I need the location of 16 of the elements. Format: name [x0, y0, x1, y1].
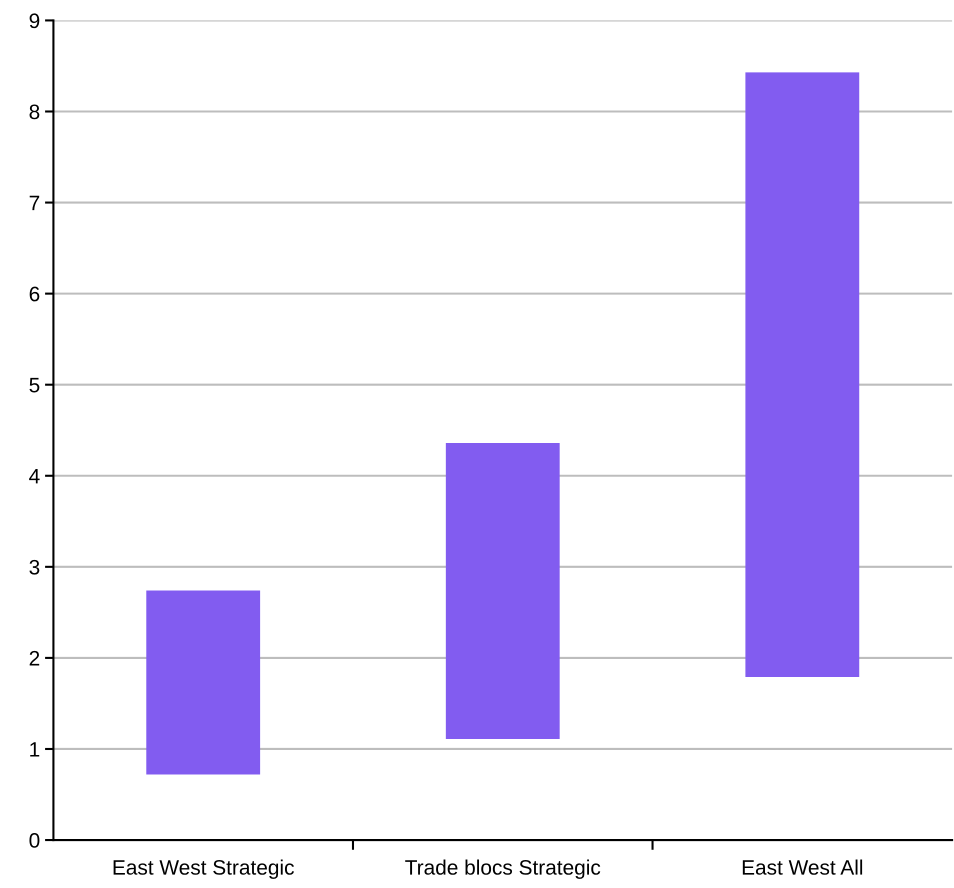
y-tick-label: 5	[29, 378, 40, 392]
bar	[146, 590, 260, 774]
x-tick-label: East West All	[742, 859, 862, 875]
y-tick-label: 3	[29, 560, 40, 575]
y-tick-label: 8	[30, 104, 40, 120]
y-tick-label: 0	[29, 833, 40, 848]
y-tick-label: 7	[30, 196, 40, 210]
bar	[446, 442, 560, 739]
y-tick-label: 2	[30, 650, 40, 666]
x-tick-label: Trade blocs Strategic	[405, 859, 600, 879]
y-tick-label: 1	[30, 742, 40, 757]
y-tick-label: 4	[29, 468, 40, 484]
x-tick-label: East West Strategic	[114, 859, 294, 879]
bar	[745, 72, 860, 678]
y-tick-label: 6	[30, 286, 40, 302]
y-tick-label: 9	[30, 13, 40, 28]
